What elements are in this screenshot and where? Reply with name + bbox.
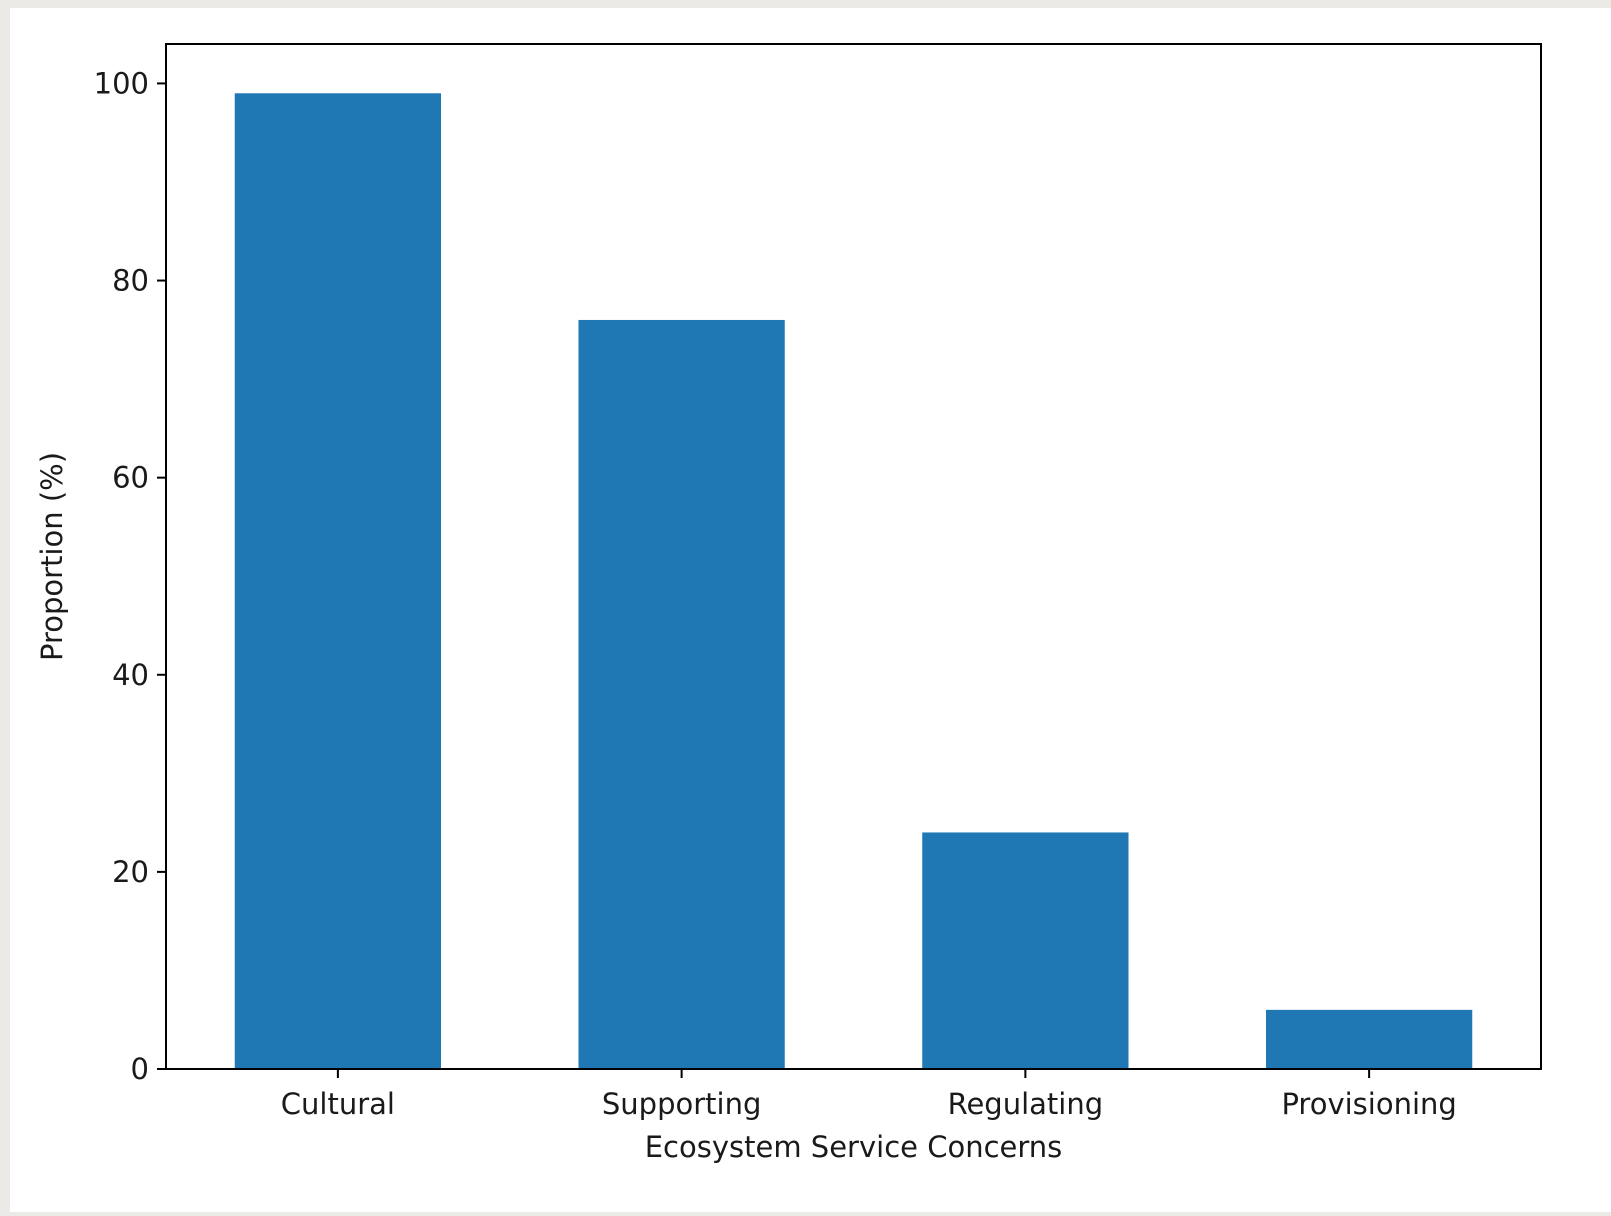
x-tick-label: Regulating: [948, 1087, 1104, 1121]
chart-container: 0 20 40 60 80 100 Cultural Supporting Regulatin…: [10, 8, 1611, 1212]
x-axis-label: Ecosystem Service Concerns: [645, 1130, 1063, 1164]
bar-chart: 0 20 40 60 80 100 Cultural Supporting Regulatin…: [35, 43, 1542, 1164]
bars-group: [234, 93, 1473, 1069]
y-ticks-group: 0 20 40 60 80 100: [94, 66, 166, 1086]
y-tick-label: 100: [94, 66, 149, 100]
bar-regulating: [922, 832, 1129, 1069]
y-tick-label: 60: [112, 461, 149, 495]
y-axis-label: Proportion (%): [35, 452, 69, 661]
y-tick-label: 20: [112, 855, 149, 889]
x-ticks-group: Cultural Supporting Regulating Provisioning: [281, 1069, 1457, 1121]
bar-cultural: [234, 93, 441, 1069]
y-tick-label: 40: [112, 658, 149, 692]
x-tick-label: Supporting: [602, 1087, 762, 1121]
y-tick-label: 80: [112, 264, 149, 298]
plot-frame: [165, 43, 1542, 1070]
x-tick-label: Cultural: [281, 1087, 395, 1121]
y-tick-label: 0: [131, 1052, 149, 1086]
x-tick-label: Provisioning: [1281, 1087, 1456, 1121]
bar-supporting: [578, 319, 785, 1069]
bar-provisioning: [1266, 1009, 1473, 1069]
